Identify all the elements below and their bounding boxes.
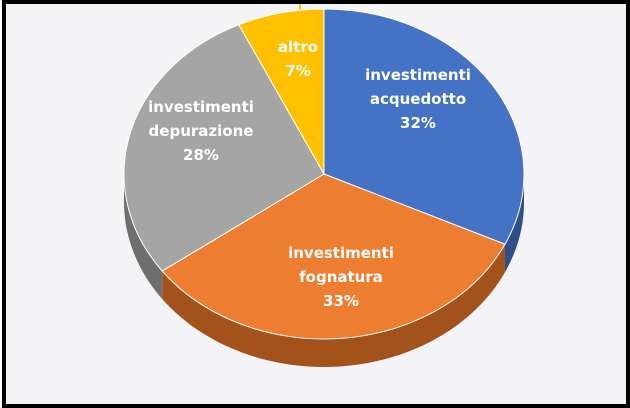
slice-label-1: investimenti fognatura 33% [288,244,394,310]
pie-side-0 [504,174,524,273]
slice-label-2: investimenti depurazione 28% [148,98,254,164]
slice-label-0: investimenti acquedotto 32% [365,66,471,132]
pie-labels: investimenti acquedotto 32% investimenti fog… [148,38,471,310]
pie-3d-sides [124,174,524,367]
pie-side-1 [162,244,505,367]
slice-label-3: altro 7% [278,38,318,80]
pie-chart: investimenti acquedotto 32% investimenti fog… [123,4,525,367]
pie-slice-3 [238,8,325,176]
pie-slice-0 [323,8,525,245]
pie-slices [123,8,525,340]
pie-side-2 [124,174,163,299]
pie-slice-2 [123,24,325,272]
pie-slice-1 [161,173,506,340]
